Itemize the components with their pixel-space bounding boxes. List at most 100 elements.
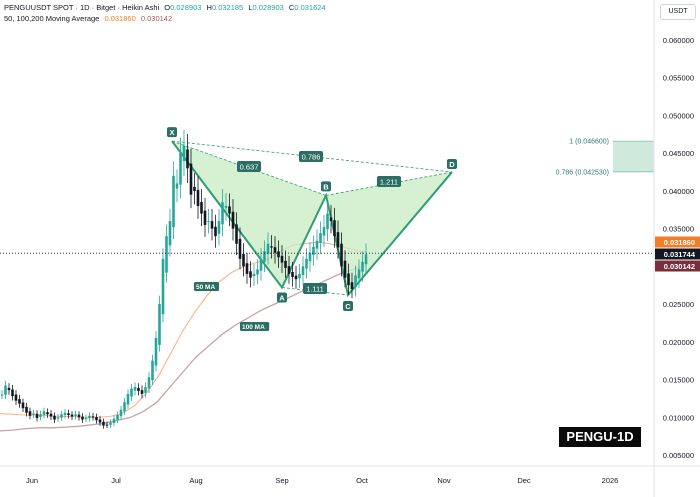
x-tick-label: Oct (356, 476, 369, 485)
pattern-point-badge (447, 159, 457, 170)
candle-body (284, 260, 287, 268)
candle-body (231, 211, 235, 229)
ratio-badge (377, 176, 401, 187)
y-tick-label: 0.060000 (663, 36, 694, 45)
time-axis[interactable]: Jun Jul Aug Sep Oct Nov Dec 2026 (0, 465, 700, 485)
candle-body (14, 394, 18, 401)
candles (0, 130, 368, 429)
candle-body (95, 417, 98, 421)
candle-body (91, 416, 95, 418)
candle-body (301, 266, 305, 276)
pattern-point-badge (321, 181, 331, 192)
candle-body (245, 263, 249, 274)
candle-body (277, 251, 280, 258)
candle-body (154, 338, 158, 366)
y-tick-label: 0.010000 (663, 413, 694, 422)
candle-body (235, 224, 238, 244)
candle-body (147, 377, 151, 389)
candle-body (347, 273, 350, 286)
close-label: C (288, 3, 295, 12)
candle-body (329, 217, 333, 222)
price-label-bg (655, 248, 700, 260)
candle-body (109, 422, 112, 425)
candle-body (130, 388, 133, 397)
candle-body (172, 175, 175, 228)
pattern-point-label: B (323, 182, 329, 191)
candle-body (193, 186, 196, 191)
candle-body (35, 413, 39, 419)
x-tick-label: Jul (111, 476, 121, 485)
candle-body (105, 424, 109, 426)
candle-body (294, 275, 298, 280)
candle-body (217, 221, 221, 234)
overlay: 1 (0.046600) 0.786 (0.042530) (0, 139, 654, 254)
candle-body (298, 273, 301, 279)
candle-body (221, 202, 224, 225)
symbol-legend[interactable]: PENGUUSDT SPOT · 1D · Bitget · Heikin As… (4, 3, 329, 12)
price-label-bg (655, 236, 700, 248)
candle-body (350, 282, 354, 289)
candle-body (126, 393, 130, 405)
candle-body (343, 260, 347, 278)
ratio-label: 1.111 (306, 285, 324, 294)
open-value: 0.028903 (170, 3, 202, 12)
ma-tag-label: 50 MA (196, 284, 215, 291)
candle-body (102, 421, 105, 426)
candle-body (326, 213, 329, 230)
x-tick-label: Aug (189, 476, 202, 485)
candle-body (242, 253, 245, 267)
candle-body (266, 243, 270, 254)
ma-tag-bg (194, 282, 219, 291)
candle-body (196, 189, 200, 206)
price-label-bg (655, 260, 700, 272)
candle-body (123, 402, 126, 412)
candle-body (259, 258, 263, 271)
candle-body (319, 233, 322, 243)
candle-body (53, 415, 56, 420)
pattern-point-label: A (279, 293, 285, 302)
candle-body (32, 413, 35, 415)
y-tick-label: 0.020000 (663, 338, 694, 347)
candle-body (70, 414, 74, 417)
candle-body (25, 406, 28, 413)
candle-body (67, 413, 70, 416)
y-tick-label: 0.005000 (663, 451, 694, 460)
candle-body (308, 252, 312, 262)
y-tick-label: 0.050000 (663, 111, 694, 120)
candle-body (207, 221, 210, 223)
price-axis[interactable]: 0.060000 0.055000 0.050000 0.045000 0.040000… (653, 0, 700, 497)
ratio-label: 1.211 (380, 178, 398, 187)
price-label: 0.030142 (664, 262, 695, 271)
candle-body (270, 246, 273, 248)
candle-body (189, 163, 193, 195)
high-label: H (206, 3, 212, 12)
candle-body (228, 206, 231, 214)
x-tick-label: Sep (275, 476, 288, 485)
candle-body (361, 261, 364, 272)
harmonic-pattern: X A B C D 0.637 0.786 1.111 1.211 (167, 127, 457, 312)
ratio-badge (299, 151, 323, 162)
candle-body (305, 258, 308, 269)
candle-body (49, 413, 53, 417)
candle-body (137, 387, 140, 391)
candle-body (357, 269, 361, 279)
pattern-point-badge (277, 292, 287, 303)
candle-body (98, 419, 102, 423)
candle-body (165, 236, 168, 273)
candle-body (4, 385, 7, 395)
pattern-point-badge (167, 127, 177, 138)
candle-body (77, 414, 81, 418)
bcd-triangle (326, 172, 452, 296)
candle-body (11, 389, 14, 397)
candle-body (287, 266, 291, 274)
ma-tag-label: 100 MA (242, 324, 265, 331)
pattern-point-label: D (449, 160, 455, 169)
ma-legend[interactable]: 50, 100,200 Moving Average 0.031860 0.03… (4, 14, 175, 23)
candle-body (315, 240, 319, 249)
candle-body (140, 390, 144, 394)
candle-body (252, 273, 256, 277)
pattern-point-label: C (345, 302, 351, 311)
y-tick-label: 0.045000 (663, 149, 694, 158)
currency-button[interactable]: USDT (660, 4, 696, 20)
